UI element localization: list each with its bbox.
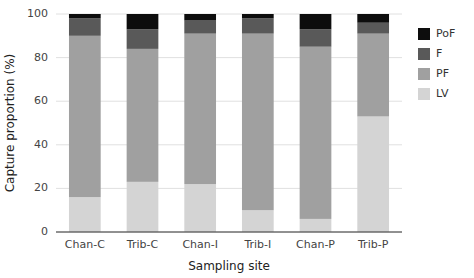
- bar-segment: [357, 116, 389, 232]
- bar-segment: [69, 18, 101, 35]
- bar-segment: [242, 210, 274, 232]
- legend-swatch: [418, 88, 430, 100]
- bar-segment: [127, 29, 159, 49]
- bar-segment: [300, 219, 332, 232]
- bar-segment: [242, 34, 274, 211]
- bar-segment: [357, 34, 389, 117]
- y-tick-label: 100: [27, 7, 48, 20]
- y-tick-label: 20: [34, 181, 48, 194]
- bar-segment: [69, 197, 101, 232]
- grid-line: [56, 144, 402, 145]
- bar-segment: [127, 49, 159, 182]
- bar-segment: [300, 47, 332, 219]
- bar-segment: [184, 14, 216, 21]
- grid-line: [56, 57, 402, 58]
- x-tick-label: Trib-C: [126, 238, 159, 251]
- bar-segment: [69, 36, 101, 197]
- bar-segment: [357, 14, 389, 23]
- chart-container: 0 20 40 60 80 100 Chan-C Trib-C Chan-I Trib-I Chan…: [0, 0, 474, 278]
- grid: [56, 14, 402, 232]
- bar-segment: [242, 14, 274, 18]
- bar-segment: [242, 18, 274, 33]
- legend-swatch: [418, 68, 430, 80]
- legend: PoF F PF LV: [418, 27, 455, 100]
- y-tick-label: 0: [41, 225, 48, 238]
- grid-line: [56, 188, 402, 189]
- legend-label: F: [436, 47, 442, 60]
- grid-line: [56, 232, 402, 233]
- y-axis-title: Capture proportion (%): [3, 54, 17, 193]
- bar-segment: [127, 14, 159, 29]
- grid-line: [56, 14, 402, 15]
- chart-svg: 0 20 40 60 80 100 Chan-C Trib-C Chan-I Trib-I Chan…: [0, 0, 474, 278]
- y-tick-label: 40: [34, 138, 48, 151]
- x-tick-label: Chan-P: [296, 238, 335, 251]
- x-axis-line: [56, 232, 402, 233]
- legend-label: PoF: [436, 27, 455, 40]
- bar-segment: [127, 182, 159, 232]
- legend-swatch: [418, 48, 430, 60]
- x-axis-title: Sampling site: [188, 259, 270, 273]
- x-tick-label: Trib-I: [243, 238, 271, 251]
- legend-label: PF: [436, 67, 449, 80]
- bar-segment: [184, 184, 216, 232]
- bar-segment: [69, 14, 101, 18]
- legend-swatch: [418, 28, 430, 40]
- bar-segment: [357, 23, 389, 34]
- bars: [69, 14, 389, 232]
- bar-segment: [300, 29, 332, 46]
- legend-label: LV: [436, 87, 449, 100]
- grid-line: [56, 101, 402, 102]
- y-tick-label: 60: [34, 94, 48, 107]
- x-tick-label: Chan-I: [182, 238, 218, 251]
- x-tick-label: Trib-P: [357, 238, 389, 251]
- bar-segment: [184, 21, 216, 34]
- y-tick-label: 80: [34, 51, 48, 64]
- bar-segment: [184, 34, 216, 184]
- x-tick-label: Chan-C: [65, 238, 105, 251]
- bar-segment: [300, 14, 332, 29]
